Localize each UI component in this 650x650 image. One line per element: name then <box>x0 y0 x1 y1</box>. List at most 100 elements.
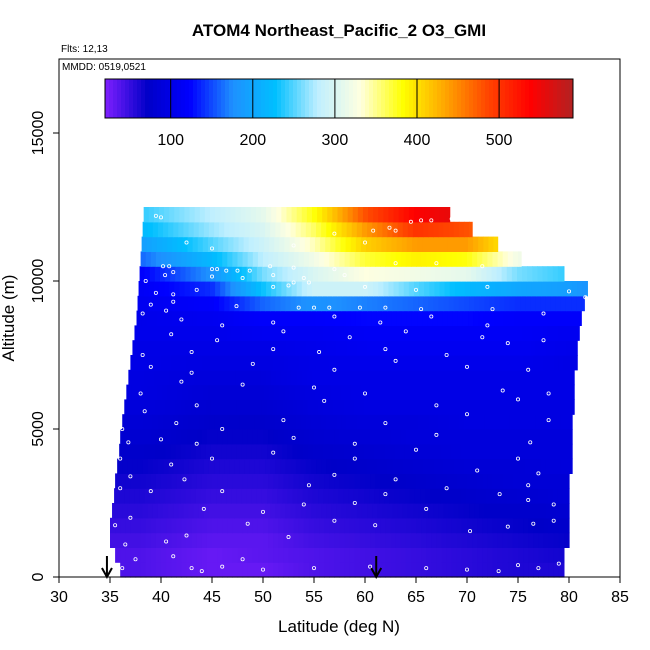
sample-point <box>281 418 286 423</box>
curtain-cell <box>471 325 477 341</box>
curtain-cell <box>144 399 151 415</box>
curtain-cell <box>154 266 161 282</box>
curtain-cell <box>543 473 550 489</box>
curtain-cell <box>225 281 231 297</box>
curtain-cell <box>506 399 513 415</box>
curtain-cell <box>315 236 321 252</box>
curtain-cell <box>423 295 429 312</box>
curtain-cell <box>355 384 362 400</box>
curtain-cell <box>338 399 345 415</box>
curtain-cell <box>569 429 573 445</box>
curtain-cell <box>405 532 412 548</box>
curtain-cell <box>395 562 402 578</box>
curtain-cell <box>410 532 417 548</box>
curtain-cell <box>270 295 276 312</box>
curtain-cell <box>344 473 351 489</box>
curtain-cell <box>247 429 254 445</box>
x-tick-label: 75 <box>509 589 527 606</box>
curtain-cell <box>436 355 443 371</box>
curtain-cell <box>512 517 519 534</box>
curtain-cell <box>494 503 501 519</box>
colorbar-segment <box>401 79 406 118</box>
curtain-cell <box>513 310 520 326</box>
curtain-cell <box>290 414 297 430</box>
curtain-cell <box>551 369 558 386</box>
curtain-cell <box>402 221 409 238</box>
curtain-cell <box>528 532 534 548</box>
curtain-cell <box>399 443 406 460</box>
curtain-cell <box>507 251 514 267</box>
sample-point <box>250 361 255 366</box>
curtain-cell <box>335 310 342 326</box>
curtain-cell <box>122 458 128 474</box>
curtain-cell <box>175 443 181 460</box>
curtain-cell <box>161 547 167 563</box>
curtain-cell <box>161 429 167 445</box>
curtain-cell <box>481 399 487 415</box>
curtain-cell <box>497 429 504 445</box>
curtain-cell <box>166 547 172 563</box>
curtain-cell <box>171 532 177 548</box>
curtain-cell <box>273 251 279 267</box>
sample-point <box>497 492 502 497</box>
curtain-cell <box>351 414 358 430</box>
curtain-cell <box>268 251 274 267</box>
curtain-cell <box>558 517 565 534</box>
curtain-cell <box>340 236 347 252</box>
curtain-cell <box>239 295 246 312</box>
curtain-cell <box>328 443 334 460</box>
curtain-cell <box>210 399 217 415</box>
colorbar-segment <box>289 79 294 118</box>
curtain-cell <box>247 517 254 534</box>
curtain-cell <box>467 532 473 548</box>
curtain-cell <box>534 310 541 326</box>
curtain-cell <box>515 281 522 297</box>
curtain-cell <box>328 266 334 282</box>
curtain-cell <box>170 488 176 504</box>
y-tick-label: 10000 <box>30 259 47 304</box>
colorbar-segment <box>313 79 318 118</box>
curtain-cell <box>440 266 447 282</box>
curtain-cell <box>573 399 575 415</box>
curtain-cell <box>316 340 322 356</box>
curtain-cell <box>298 251 305 267</box>
curtain-cell <box>437 236 444 252</box>
curtain-cell <box>354 517 361 534</box>
curtain-cell <box>190 325 197 341</box>
curtain-cell <box>142 458 149 474</box>
curtain-cell <box>329 473 335 489</box>
curtain-cell <box>416 517 422 534</box>
curtain-cell <box>323 443 329 460</box>
curtain-cell <box>439 207 446 223</box>
curtain-cell <box>542 443 549 460</box>
curtain-cell <box>481 266 487 282</box>
curtain-cell <box>472 251 478 267</box>
curtain-cell <box>540 340 547 356</box>
curtain-cell <box>537 399 544 415</box>
curtain-cell <box>244 221 251 238</box>
curtain-cell <box>543 532 550 548</box>
curtain-cell <box>261 488 268 504</box>
curtain-cell <box>377 340 383 356</box>
curtain-cell <box>385 473 392 489</box>
curtain-cell <box>418 340 424 356</box>
sample-point <box>362 240 367 245</box>
curtain-cell <box>293 532 300 548</box>
curtain-cell <box>416 355 422 371</box>
curtain-cell <box>343 266 350 282</box>
curtain-cell <box>493 310 500 326</box>
sample-point <box>371 228 376 233</box>
curtain-cell <box>543 355 550 371</box>
curtain-cell <box>155 562 162 578</box>
colorbar-segment <box>397 79 402 118</box>
curtain-cell <box>306 281 313 297</box>
curtain-cell <box>436 532 443 548</box>
curtain-cell <box>438 340 445 356</box>
colorbar-segment <box>137 79 142 118</box>
curtain-cell <box>390 562 397 578</box>
curtain-cell <box>479 340 485 356</box>
curtain-cell <box>426 355 432 371</box>
curtain-cell <box>395 429 402 445</box>
curtain-cell <box>380 473 386 489</box>
curtain-cell <box>492 251 499 267</box>
